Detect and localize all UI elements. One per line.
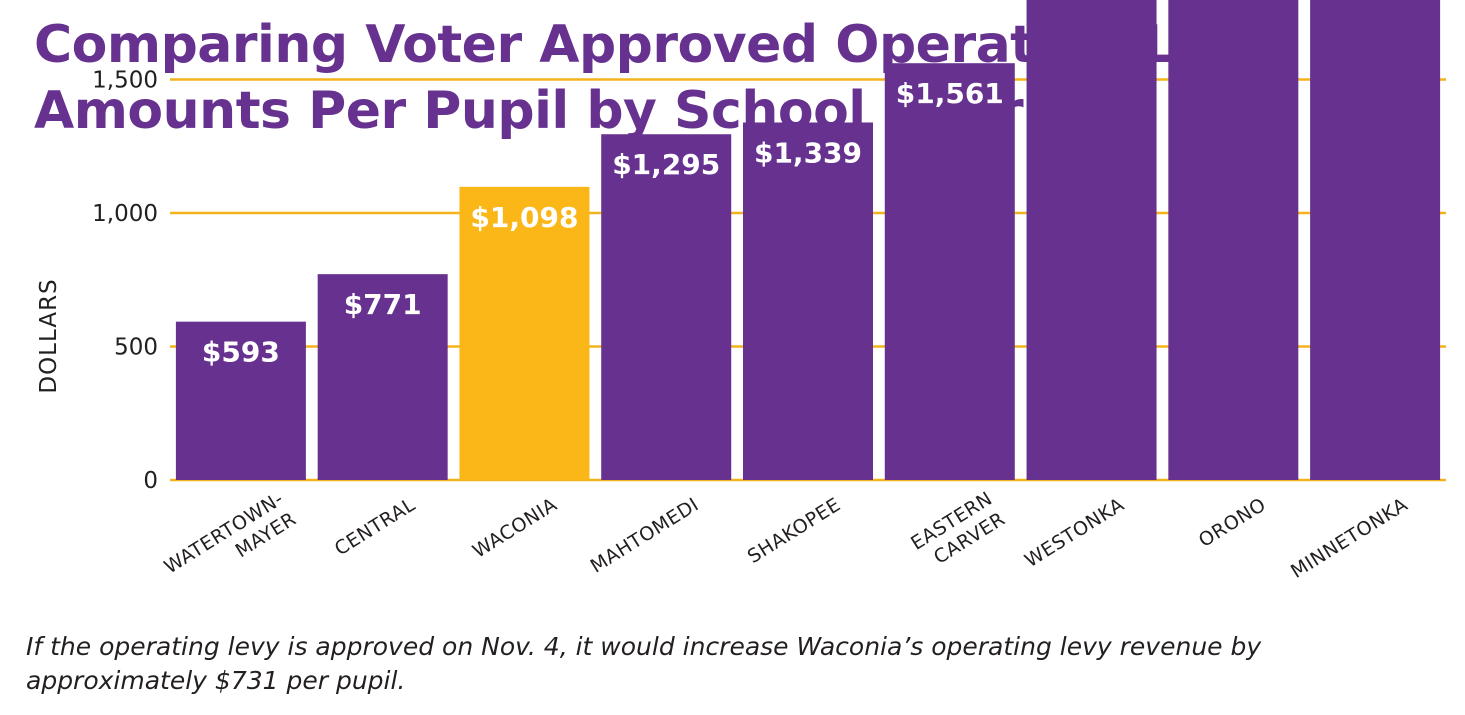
category-label: MAHTOMEDI [587,494,703,578]
bar [884,63,1015,480]
bar [317,274,448,480]
y-tick-label: 1,000 [92,201,158,227]
category-label: WESTONKA [1021,494,1128,572]
category-label: MINNETONKA [1287,494,1412,583]
bar [175,321,306,480]
value-label: $1,561 [896,77,1004,110]
value-label: $593 [202,336,280,369]
bar [743,122,873,480]
category-label: EASTERNCARVER [907,488,1009,576]
category-label: ORONO [1195,494,1270,552]
bar [1310,0,1441,480]
category-label-line: ORONO [1195,494,1270,552]
category-label: WATERTOWN-MAYER [160,488,300,599]
bar [601,134,732,481]
value-label: $1,295 [612,148,720,181]
y-tick-label: 500 [114,335,158,361]
category-label-line: MINNETONKA [1287,494,1412,583]
value-label: $1,339 [754,136,862,169]
y-axis-title: DOLLARS [36,278,62,393]
y-tick-label: 0 [143,468,158,494]
category-label-line: MAHTOMEDI [587,494,703,578]
category-label-line: WACONIA [469,494,561,563]
category-label-line: SHAKOPEE [744,494,845,568]
category-label: CENTRAL [331,494,419,561]
chart-caption: If the operating levy is approved on Nov… [26,632,1262,695]
category-label-line: CENTRAL [331,494,419,561]
value-label: $771 [344,288,422,321]
category-label: WACONIA [469,494,561,563]
category-label: SHAKOPEE [744,494,845,568]
bar [1026,0,1157,481]
value-label: $1,098 [470,201,578,234]
bar [459,186,590,481]
bar [1168,0,1299,481]
category-label-line: WESTONKA [1021,494,1128,572]
y-tick-label: 1,500 [92,68,158,94]
